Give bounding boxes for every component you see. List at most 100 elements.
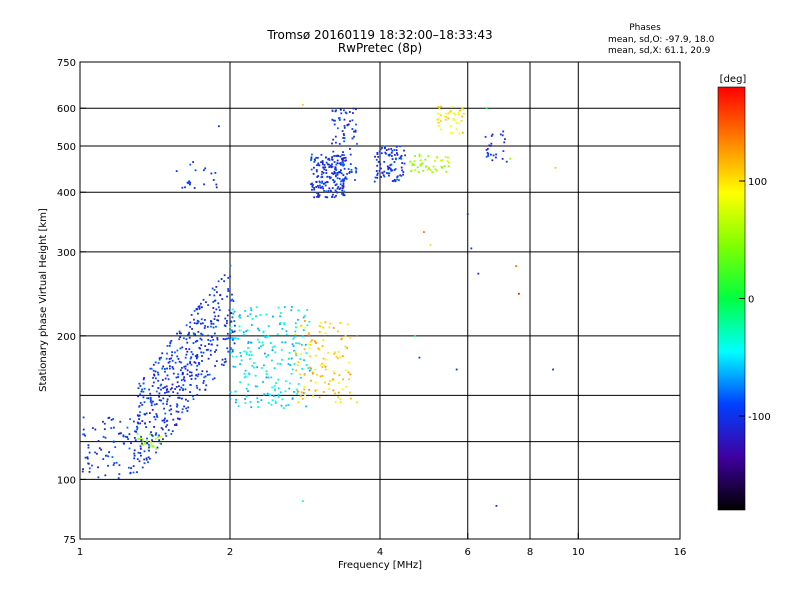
data-point [119, 420, 122, 423]
data-point [245, 395, 248, 398]
data-point [200, 338, 203, 341]
data-point [314, 368, 316, 371]
data-point [444, 156, 447, 158]
data-point [97, 466, 99, 469]
data-point [325, 169, 328, 172]
data-point [189, 391, 191, 393]
data-point [375, 170, 378, 172]
data-point [185, 353, 188, 356]
data-point [198, 307, 201, 310]
data-point [201, 360, 203, 362]
data-point [98, 447, 101, 450]
data-point [294, 333, 297, 336]
data-point [304, 326, 307, 329]
data-point [158, 357, 161, 360]
data-point [293, 391, 295, 393]
x-tick-label: 10 [572, 547, 585, 558]
data-point [429, 244, 432, 246]
data-point [151, 385, 154, 387]
data-point [157, 387, 160, 390]
data-point [316, 373, 318, 376]
data-point [156, 415, 158, 417]
data-point [215, 308, 218, 311]
data-point [331, 187, 334, 189]
data-point [147, 461, 149, 464]
data-point [139, 454, 142, 457]
data-point [317, 194, 319, 197]
data-point [355, 171, 357, 174]
data-point [171, 354, 173, 357]
data-point [326, 175, 329, 178]
data-point [196, 322, 199, 324]
data-point [163, 419, 165, 422]
data-point [517, 292, 520, 295]
data-point [139, 444, 141, 447]
data-point [200, 344, 203, 347]
data-point [340, 180, 342, 183]
data-point [201, 370, 204, 373]
data-point [140, 439, 143, 441]
data-point [264, 335, 266, 338]
y-tick-label: 100 [57, 475, 76, 486]
data-point [339, 187, 342, 190]
data-point [307, 367, 310, 370]
data-point [327, 351, 330, 354]
data-point [394, 168, 397, 170]
data-point [344, 176, 347, 179]
data-point [343, 118, 346, 121]
data-point [196, 339, 199, 342]
data-point [176, 403, 178, 406]
data-point [182, 388, 184, 391]
data-point [223, 274, 226, 277]
data-point [97, 476, 100, 479]
data-point [254, 385, 257, 388]
data-point [349, 163, 352, 165]
data-point [395, 145, 398, 148]
data-point [140, 435, 142, 438]
data-point [331, 118, 334, 121]
data-point [162, 387, 165, 389]
data-point [393, 149, 396, 151]
data-point [315, 342, 317, 344]
data-point [422, 169, 425, 172]
data-point [312, 395, 314, 398]
data-point [149, 457, 151, 460]
data-point [319, 186, 322, 189]
data-point [184, 388, 187, 391]
data-point [176, 405, 178, 408]
data-point [444, 112, 447, 115]
data-point [171, 359, 174, 362]
data-point [419, 159, 422, 162]
data-point [399, 145, 401, 148]
data-point [277, 395, 280, 398]
data-point [145, 412, 148, 415]
data-point [195, 357, 198, 360]
data-point [439, 114, 442, 117]
data-point [225, 360, 227, 363]
data-point [343, 126, 346, 129]
data-point [334, 401, 337, 403]
data-point [413, 334, 416, 337]
data-point [231, 339, 234, 341]
data-point [187, 333, 190, 336]
data-point [204, 345, 207, 347]
data-point [149, 433, 151, 436]
data-point [437, 106, 440, 108]
data-point [234, 324, 236, 327]
data-point [440, 165, 443, 168]
data-point [295, 342, 297, 345]
data-point [151, 408, 154, 411]
data-point [333, 155, 336, 157]
data-point [195, 322, 198, 325]
data-point [215, 360, 218, 363]
data-point [339, 183, 342, 186]
data-point [161, 352, 164, 355]
data-point [324, 321, 327, 324]
data-point [243, 376, 246, 379]
data-point [418, 171, 420, 173]
data-point [343, 167, 346, 170]
data-point [431, 171, 434, 174]
data-point [303, 386, 306, 388]
data-point [213, 332, 216, 335]
data-point [421, 162, 424, 165]
